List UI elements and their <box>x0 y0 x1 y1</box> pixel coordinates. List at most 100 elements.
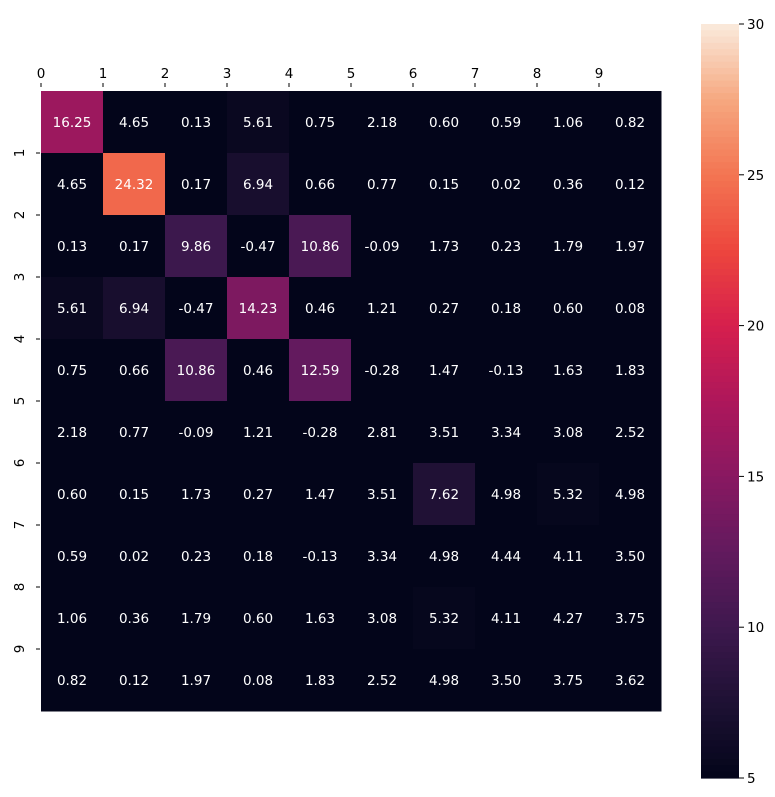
heatmap-cell-r2-c3 <box>227 215 290 278</box>
cell-value-r5-c9: 2.52 <box>615 425 645 441</box>
colorbar-segment <box>701 507 739 515</box>
heatmap-cell-r9-c1 <box>103 649 166 712</box>
colorbar-segment <box>701 419 739 427</box>
colorbar-segment <box>701 55 739 63</box>
heatmap-cell-r6-c1 <box>103 463 166 526</box>
heatmap-cell-r3-c8 <box>537 277 600 340</box>
cell-value-r3-c0: 5.61 <box>57 301 87 317</box>
heatmap-cell-r2-c0 <box>41 215 104 278</box>
colorbar-segment <box>701 526 739 534</box>
heatmap-cell-r8-c9 <box>599 587 662 650</box>
colorbar-segment <box>701 740 739 748</box>
y-tick-label-3: 3 <box>12 273 28 282</box>
colorbar-segment <box>701 99 739 107</box>
cell-value-r7-c3: 0.18 <box>243 549 273 565</box>
colorbar-segment <box>701 111 739 119</box>
colorbar-tick-label-15: 15 <box>747 469 764 485</box>
colorbar-tick-label-20: 20 <box>747 319 764 335</box>
cell-value-r2-c1: 0.17 <box>119 239 149 255</box>
heatmap-cell-r8-c8 <box>537 587 600 650</box>
cell-value-r3-c8: 0.60 <box>553 301 583 317</box>
heatmap-cell-r7-c4 <box>289 525 352 588</box>
cell-value-r1-c5: 0.77 <box>367 177 397 193</box>
heatmap-cell-r4-c0 <box>41 339 104 402</box>
heatmap-cell-r2-c7 <box>475 215 538 278</box>
y-tick-label-2: 2 <box>12 211 28 220</box>
colorbar-segment <box>701 187 739 195</box>
heatmap-cell-r2-c9 <box>599 215 662 278</box>
cell-value-r0-c1: 4.65 <box>119 115 149 131</box>
y-tick-label-8: 8 <box>12 583 28 592</box>
heatmap-cell-r6-c6 <box>413 463 476 526</box>
colorbar-segment <box>701 74 739 82</box>
x-axis-top: 0 1 2 3 4 5 6 7 8 9 <box>37 66 603 87</box>
heatmap-cell-r5-c7 <box>475 401 538 464</box>
colorbar-segment <box>701 325 739 333</box>
cell-value-r8-c1: 0.36 <box>119 611 149 627</box>
x-tick-label-7: 7 <box>471 66 480 82</box>
cell-value-r3-c2: -0.47 <box>179 301 214 317</box>
colorbar-segment <box>701 426 739 434</box>
cell-value-r0-c0: 16.25 <box>53 115 92 131</box>
heatmap-cell-r3-c0 <box>41 277 104 340</box>
cell-value-r8-c8: 4.27 <box>553 611 583 627</box>
colorbar-segment <box>701 652 739 660</box>
colorbar-segment <box>701 746 739 754</box>
heatmap-cell-r3-c5 <box>351 277 414 340</box>
colorbar-segment <box>701 275 739 283</box>
colorbar-segment <box>701 570 739 578</box>
y-tick-label-6: 6 <box>12 459 28 468</box>
cell-value-r1-c6: 0.15 <box>429 177 459 193</box>
heatmap-cell-r9-c7 <box>475 649 538 712</box>
heatmap-cell-r9-c3 <box>227 649 290 712</box>
colorbar-segment <box>701 36 739 44</box>
cell-value-r2-c0: 0.13 <box>57 239 87 255</box>
cell-value-r4-c6: 1.47 <box>429 363 459 379</box>
cell-value-r8-c4: 1.63 <box>305 611 335 627</box>
cell-value-r6-c1: 0.15 <box>119 487 149 503</box>
heatmap-cell-r3-c3 <box>227 277 290 340</box>
colorbar-segment <box>701 300 739 308</box>
heatmap-cell-r0-c8 <box>537 91 600 154</box>
cell-value-r6-c0: 0.60 <box>57 487 87 503</box>
cell-value-r5-c6: 3.51 <box>429 425 459 441</box>
heatmap-cell-r1-c5 <box>351 153 414 216</box>
heatmap-cell-r7-c5 <box>351 525 414 588</box>
cell-value-r6-c4: 1.47 <box>305 487 335 503</box>
x-tick-label-0: 0 <box>37 66 46 82</box>
cell-value-r8-c0: 1.06 <box>57 611 87 627</box>
heatmap-cell-r5-c2 <box>165 401 228 464</box>
heatmap-cell-r8-c3 <box>227 587 290 650</box>
heatmap-cell-r3-c6 <box>413 277 476 340</box>
heatmap-cell-r1-c7 <box>475 153 538 216</box>
cell-value-r7-c0: 0.59 <box>57 549 87 565</box>
colorbar-segment <box>701 451 739 459</box>
heatmap-cell-r2-c8 <box>537 215 600 278</box>
heatmap-cell-r4-c1 <box>103 339 166 402</box>
cell-value-r9-c5: 2.52 <box>367 673 397 689</box>
cell-value-r2-c3: -0.47 <box>241 239 276 255</box>
colorbar-segment <box>701 495 739 503</box>
colorbar-segment <box>701 137 739 144</box>
colorbar-segment <box>701 432 739 440</box>
cell-value-r4-c0: 0.75 <box>57 363 87 379</box>
cell-value-r5-c1: 0.77 <box>119 425 149 441</box>
colorbar-segment <box>701 338 739 346</box>
x-tick-label-2: 2 <box>161 66 170 82</box>
cell-value-r0-c5: 2.18 <box>367 115 397 131</box>
heatmap-cell-r4-c2 <box>165 339 228 402</box>
cell-value-r4-c5: -0.28 <box>365 363 400 379</box>
heatmap-cell-r1-c3 <box>227 153 290 216</box>
cell-value-r9-c2: 1.97 <box>181 673 211 689</box>
heatmap-cell-r5-c4 <box>289 401 352 464</box>
cell-value-r6-c3: 0.27 <box>243 487 273 503</box>
cell-value-r1-c2: 0.17 <box>181 177 211 193</box>
colorbar-segment <box>701 476 739 484</box>
cell-value-r0-c2: 0.13 <box>181 115 211 131</box>
heatmap-cell-r3-c1 <box>103 277 166 340</box>
colorbar-segment <box>701 721 739 729</box>
colorbar-segment <box>701 212 739 220</box>
heatmap-cell-r1-c9 <box>599 153 662 216</box>
cell-value-r2-c6: 1.73 <box>429 239 459 255</box>
